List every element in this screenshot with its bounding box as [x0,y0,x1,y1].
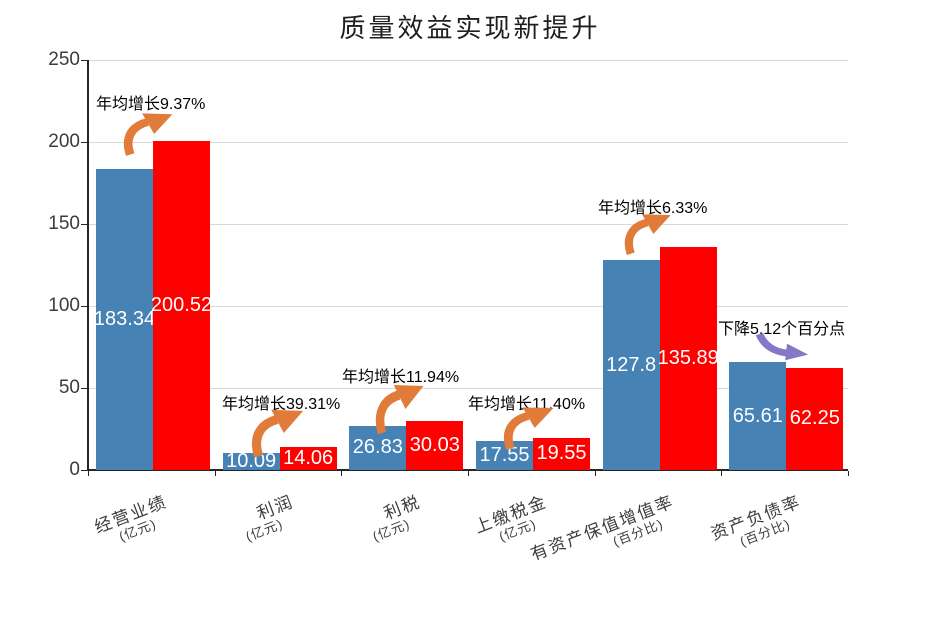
gridline [88,387,848,389]
y-axis-tick [81,387,88,389]
x-axis-tick [594,471,596,476]
bar-value-label: 65.61 [732,404,783,427]
bar-value-label: 62.25 [789,407,840,430]
growth-arrow-icon [502,404,558,452]
bar-value-label: 17.55 [479,444,530,467]
bar-value-label: 10.09 [226,450,277,473]
y-axis-label: 0 [69,459,80,480]
bar-value-label: 127.8 [606,353,657,376]
gridline [88,223,848,225]
gridline [88,59,848,61]
x-axis-tick [88,471,89,476]
bar-value-label: 30.03 [409,433,460,456]
bar-red: 30.03 [406,420,464,470]
annotation-label: 年均增长11.94% [342,369,460,386]
x-axis-tick [721,471,723,476]
y-axis-label: 200 [48,131,80,152]
bar-blue: 183.34 [93,169,156,470]
x-axis-category-label: 经营业绩 (亿元) [92,492,175,551]
bar-blue: 65.61 [729,362,787,470]
growth-arrow-icon [374,381,428,437]
x-axis-category-label: 有资产保值增值率 (百分比) [528,492,682,579]
x-axis-tick [848,471,849,476]
bar-value-label: 135.89 [657,347,719,370]
gridline [88,305,848,307]
growth-arrow-icon [250,406,308,460]
x-axis-tick [468,471,469,476]
y-axis-label: 250 [48,49,80,70]
bar-red: 200.52 [150,141,213,470]
bar-red: 62.25 [786,367,844,470]
bar-value-label: 183.34 [93,308,156,331]
x-axis-tick [214,471,216,476]
y-axis-label: 100 [48,295,80,316]
annotation-label: 年均增长39.31% [222,396,341,413]
bar-red: 135.89 [657,247,719,470]
annotation-label: 下降5.12个百分点 [718,321,846,338]
bar-value-label: 19.55 [536,442,587,465]
y-axis-tick [81,141,88,143]
y-axis-tick [81,59,88,61]
bar-blue: 10.09 [222,450,280,473]
y-axis-tick [81,469,88,471]
annotation-label: 年均增长11.40% [468,396,586,413]
x-axis-category-label: 利税 (亿元) [364,492,429,545]
bar-value-label: 200.52 [150,294,213,317]
decline-arrow-icon [753,331,810,361]
y-axis-label: 50 [58,377,80,398]
growth-arrow-icon [122,110,177,158]
y-axis-tick [81,305,88,307]
bar-blue: 17.55 [476,441,533,470]
x-axis-tick [341,471,343,476]
bar-blue: 127.8 [602,260,660,470]
bar-red: 19.55 [533,437,590,470]
chart-title: 质量效益实现新提升 [339,13,601,43]
bar-value-label: 26.83 [352,436,403,459]
x-axis-line [88,469,848,471]
gridline [88,141,848,143]
annotation-label: 年均增长9.37% [96,96,206,113]
bar-red: 14.06 [279,446,337,470]
annotation-label: 年均增长6.33% [598,200,708,217]
y-axis-line [87,60,89,471]
bar-value-label: 14.06 [283,446,334,469]
growth-arrow-icon [623,211,675,257]
y-axis-label: 150 [48,213,80,234]
x-axis-category-label: 利润 (亿元) [237,492,302,545]
y-axis-tick [81,223,88,225]
x-axis-category-label: 资产负债率 (百分比) [708,492,809,558]
